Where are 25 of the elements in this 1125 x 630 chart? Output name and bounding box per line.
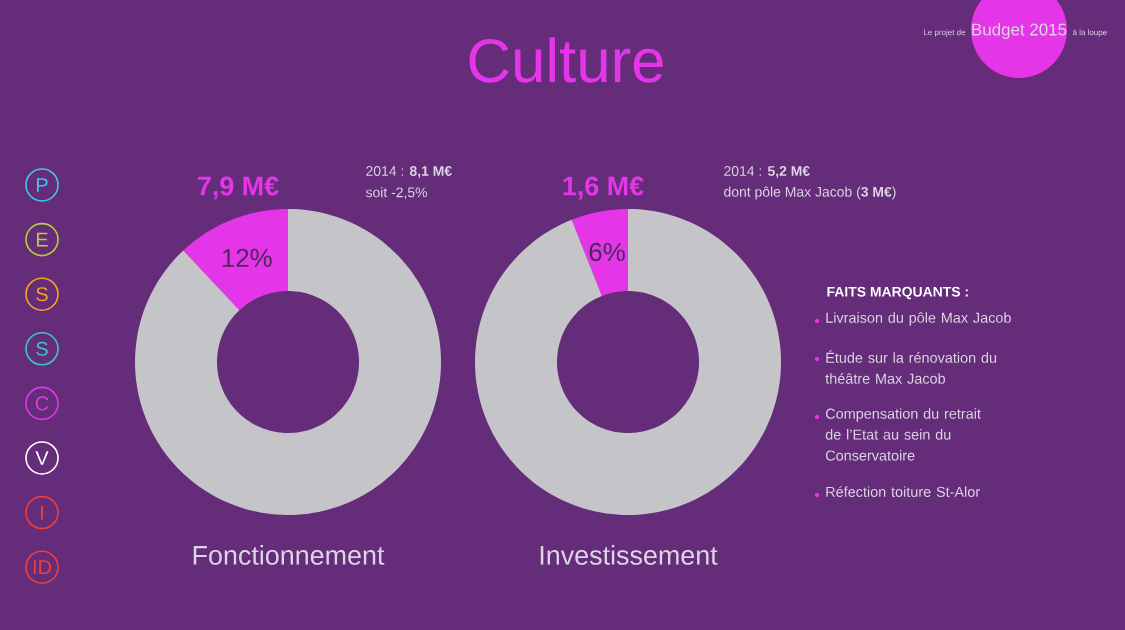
text: E	[37, 232, 48, 247]
text: Livraison du pôle Max Jacob	[826, 312, 1011, 326]
text: S	[36, 287, 48, 302]
text: Fonctionnement	[193, 545, 385, 565]
text: I	[41, 505, 43, 520]
text: P	[37, 178, 48, 192]
text: 7,9 M€	[198, 176, 279, 200]
text: V	[35, 451, 49, 465]
text: Réfection toiture St-Alor	[826, 486, 980, 497]
text: Budget 2015	[972, 23, 1067, 39]
text: soit -2,5%	[365, 187, 428, 199]
text: FAITS MARQUANTS :	[827, 286, 968, 300]
text: ID	[33, 560, 52, 575]
text: 2014 : 8,1 M€	[366, 166, 452, 178]
text: 2014 : 5,2 M€	[724, 166, 810, 178]
chart-title: Culture	[469, 37, 663, 83]
data-label: 12%	[222, 248, 272, 267]
text: Étude sur la rénovation du théâtre Max Jacob	[825, 350, 997, 384]
text: 1,6 M€	[563, 176, 644, 200]
text: Investissement	[540, 545, 718, 565]
data-label: 6%	[589, 242, 625, 262]
text: C	[35, 396, 49, 411]
text: Compensation du retrait de l’Etat au sein du Conservatoire	[825, 408, 981, 461]
text: S	[36, 341, 48, 356]
text: dont pôle Max Jacob (3 M€)	[724, 186, 896, 200]
